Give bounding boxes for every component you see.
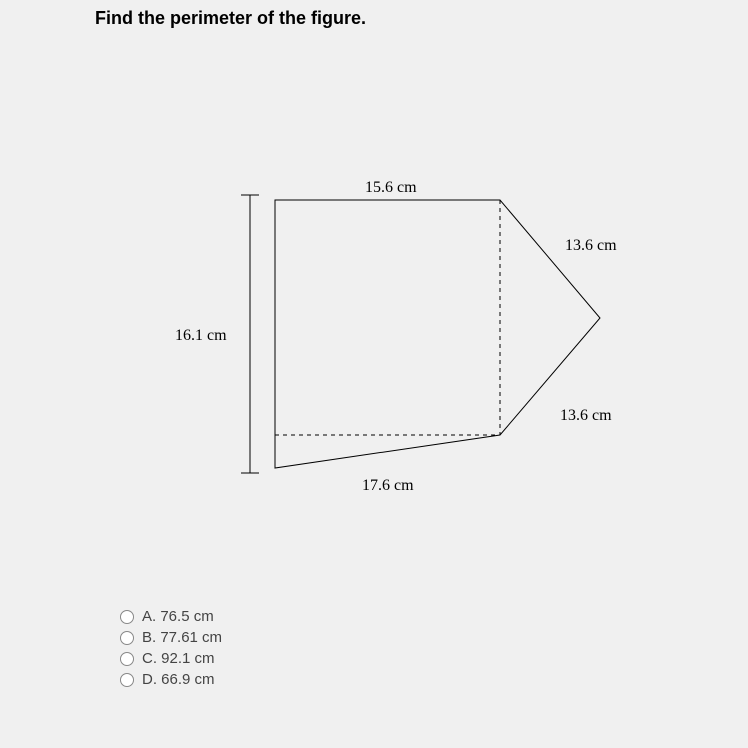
radio-icon: [120, 673, 134, 687]
option-a[interactable]: A. 76.5 cm: [120, 608, 222, 625]
option-d[interactable]: D. 66.9 cm: [120, 671, 222, 688]
radio-icon: [120, 652, 134, 666]
option-label: C. 92.1 cm: [142, 650, 215, 667]
label-left: 16.1 cm: [175, 327, 227, 344]
option-label: D. 66.9 cm: [142, 671, 215, 688]
label-right-upper: 13.6 cm: [565, 237, 617, 254]
label-bottom: 17.6 cm: [362, 477, 414, 494]
figure-svg: 15.6 cm 13.6 cm 13.6 cm 17.6 cm 16.1 cm: [120, 170, 680, 530]
figure-outline: [275, 200, 600, 468]
option-b[interactable]: B. 77.61 cm: [120, 629, 222, 646]
label-right-lower: 13.6 cm: [560, 407, 612, 424]
radio-icon: [120, 631, 134, 645]
question-text: Find the perimeter of the figure.: [95, 8, 366, 29]
option-label: B. 77.61 cm: [142, 629, 222, 646]
options-container: A. 76.5 cm B. 77.61 cm C. 92.1 cm D. 66.…: [120, 608, 222, 692]
option-c[interactable]: C. 92.1 cm: [120, 650, 222, 667]
figure-container: 15.6 cm 13.6 cm 13.6 cm 17.6 cm 16.1 cm: [120, 170, 680, 530]
label-top: 15.6 cm: [365, 179, 417, 196]
radio-icon: [120, 610, 134, 624]
option-label: A. 76.5 cm: [142, 608, 214, 625]
